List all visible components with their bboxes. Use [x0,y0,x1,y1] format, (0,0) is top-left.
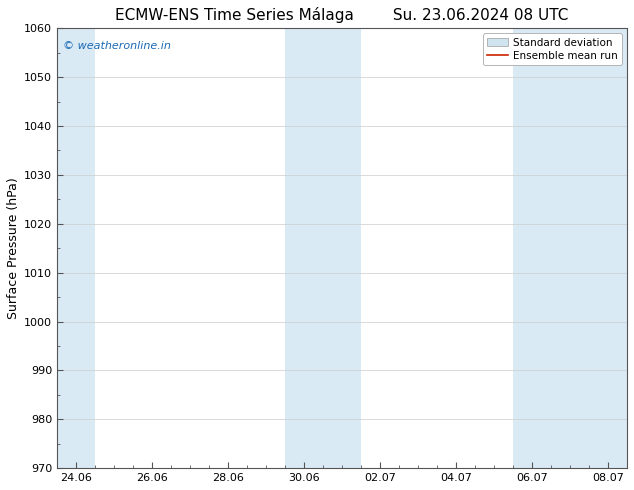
Title: ECMW-ENS Time Series Málaga        Su. 23.06.2024 08 UTC: ECMW-ENS Time Series Málaga Su. 23.06.20… [115,7,569,23]
Legend: Standard deviation, Ensemble mean run: Standard deviation, Ensemble mean run [482,33,622,65]
Bar [57,28,95,468]
Text: © weatheronline.in: © weatheronline.in [63,42,171,51]
Y-axis label: Surface Pressure (hPa): Surface Pressure (hPa) [7,177,20,319]
Bar [285,28,361,468]
Bar [513,28,627,468]
